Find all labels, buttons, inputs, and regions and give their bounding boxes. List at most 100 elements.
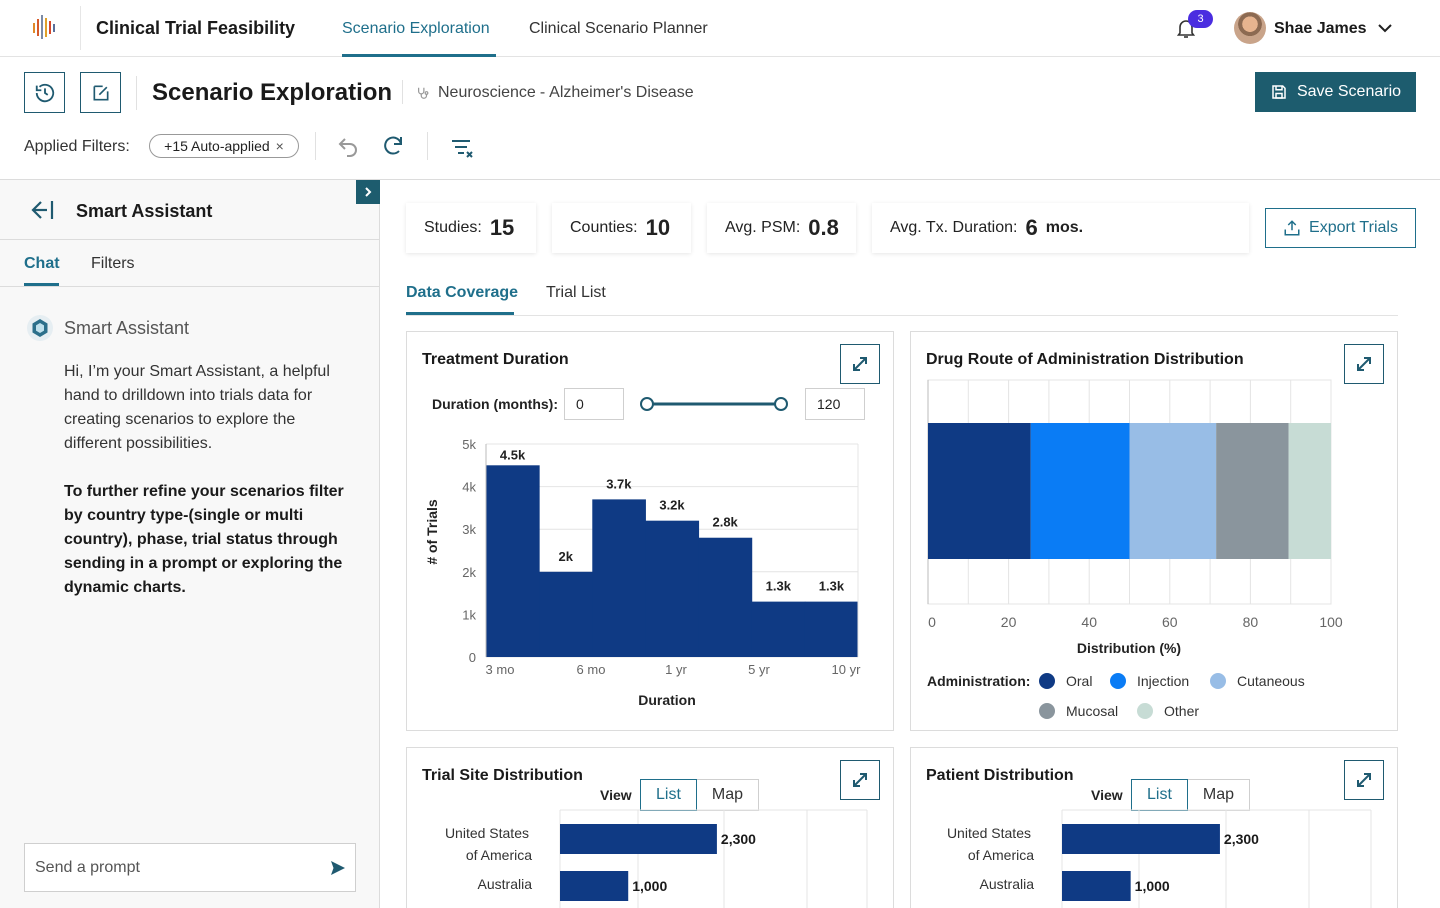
bar-value-label: 2,300 bbox=[721, 831, 756, 847]
expand-button[interactable] bbox=[1344, 344, 1384, 384]
histogram-bar bbox=[592, 499, 646, 657]
stat-label: Avg. Tx. Duration: bbox=[890, 219, 1018, 236]
stat-value: 0.8 bbox=[808, 215, 839, 240]
tab-data-coverage[interactable]: Data Coverage bbox=[406, 284, 519, 301]
panel-divider bbox=[0, 239, 380, 240]
y-axis-title: # of Trials bbox=[424, 499, 440, 565]
y-tick-label: 2k bbox=[462, 565, 476, 580]
expand-icon bbox=[1357, 773, 1371, 787]
expand-button[interactable] bbox=[840, 760, 880, 800]
histogram-bar bbox=[539, 571, 593, 657]
close-icon[interactable]: × bbox=[275, 138, 284, 154]
assistant-message: Hi, I’m your Smart Assistant, a helpful … bbox=[64, 363, 330, 452]
histogram-bar bbox=[751, 601, 806, 657]
bar-value-label: 1.3k bbox=[766, 579, 792, 594]
avatar[interactable] bbox=[1234, 12, 1266, 44]
bar-value-label: 1,000 bbox=[632, 878, 667, 894]
view-list-button[interactable]: List bbox=[1131, 779, 1188, 811]
tab-trial-list[interactable]: Trial List bbox=[546, 284, 606, 301]
expand-icon bbox=[1357, 357, 1371, 371]
nav-tab-active-indicator bbox=[342, 54, 496, 57]
chevron-down-icon[interactable] bbox=[1377, 20, 1393, 36]
save-scenario-button[interactable]: Save Scenario bbox=[1255, 72, 1416, 112]
view-list-button[interactable]: List bbox=[640, 779, 697, 811]
y-tick-label: 3k bbox=[462, 522, 476, 537]
duration-range-slider[interactable] bbox=[640, 394, 788, 414]
view-map-button[interactable]: Map bbox=[1187, 779, 1251, 811]
stacked-bar-segment bbox=[928, 423, 1031, 559]
logo-divider bbox=[80, 6, 81, 50]
header-border bbox=[0, 179, 1440, 180]
assistant-hexagon-icon bbox=[27, 315, 53, 341]
bar-value-label: 1.3k bbox=[819, 579, 845, 594]
card-title: Trial Site Distribution bbox=[422, 767, 583, 784]
save-icon bbox=[1272, 85, 1286, 99]
prompt-box bbox=[24, 843, 356, 892]
stacked-bar-segment bbox=[1288, 423, 1331, 559]
stat-value: 6 bbox=[1025, 215, 1038, 240]
breadcrumb-separator: - bbox=[539, 84, 546, 101]
duration-max-input[interactable]: 120 bbox=[805, 388, 865, 420]
nav-tab-clinical-scenario-planner[interactable]: Clinical Scenario Planner bbox=[529, 20, 708, 37]
slider-min-handle[interactable] bbox=[640, 397, 654, 411]
legend-swatch bbox=[1137, 703, 1153, 719]
tab-filters[interactable]: Filters bbox=[91, 255, 135, 272]
x-tick-label: 5 yr bbox=[748, 662, 770, 677]
filter-chip-label: +15 Auto-applied bbox=[164, 138, 270, 154]
tab-chat[interactable]: Chat bbox=[24, 255, 60, 272]
expand-button[interactable] bbox=[1344, 760, 1384, 800]
send-icon[interactable] bbox=[330, 860, 346, 876]
collapse-panel-button[interactable] bbox=[356, 180, 380, 204]
legend-swatch bbox=[1210, 673, 1226, 689]
duration-min-input[interactable]: 0 bbox=[564, 388, 624, 420]
app-logo-icon[interactable] bbox=[32, 14, 56, 40]
legend-label: Mucosal bbox=[1066, 703, 1118, 719]
clear-filters-icon[interactable] bbox=[450, 136, 474, 160]
category-label: of America bbox=[968, 847, 1034, 863]
sidebar-tabs-border bbox=[0, 286, 380, 287]
user-name[interactable]: Shae James bbox=[1274, 20, 1367, 37]
header-divider bbox=[136, 76, 137, 110]
view-map-button[interactable]: Map bbox=[696, 779, 760, 811]
auto-applied-filter-chip[interactable]: +15 Auto-applied × bbox=[149, 134, 299, 158]
top-nav: Clinical Trial Feasibility Scenario Expl… bbox=[0, 0, 1440, 57]
history-icon bbox=[35, 83, 54, 102]
collapse-left-icon[interactable] bbox=[30, 199, 54, 221]
treatment-duration-card: Treatment Duration Duration (months): 0 … bbox=[406, 331, 894, 731]
sidebar-tab-indicator bbox=[24, 283, 59, 286]
patient-distribution-chart: 2,300 United States of America 1,000 Austral… bbox=[947, 809, 1372, 908]
smart-assistant-panel bbox=[0, 180, 380, 908]
horizontal-bar bbox=[1062, 824, 1220, 854]
bar-value-label: 2,300 bbox=[1224, 831, 1259, 847]
y-tick-label: 5k bbox=[462, 437, 476, 452]
undo-icon[interactable] bbox=[336, 134, 360, 158]
prompt-input[interactable] bbox=[35, 858, 315, 877]
view-label: View bbox=[600, 787, 632, 803]
expand-button[interactable] bbox=[840, 344, 880, 384]
stat-label: Studies: bbox=[424, 219, 482, 236]
legend-label: Oral bbox=[1066, 673, 1092, 689]
legend-label: Other bbox=[1164, 703, 1199, 719]
legend-label: Injection bbox=[1137, 673, 1189, 689]
main-tab-indicator bbox=[406, 312, 514, 315]
slider-max-handle[interactable] bbox=[774, 397, 788, 411]
drug-route-card: Drug Route of Administration Distributio… bbox=[910, 331, 1398, 731]
redo-icon[interactable] bbox=[381, 134, 405, 158]
notification-badge: 3 bbox=[1188, 10, 1213, 28]
stacked-bar-segment bbox=[1030, 423, 1130, 559]
history-button[interactable] bbox=[24, 72, 65, 113]
applied-filters-label: Applied Filters: bbox=[24, 138, 130, 155]
legend-swatch bbox=[1110, 673, 1126, 689]
card-title: Treatment Duration bbox=[422, 351, 569, 368]
duration-filter-label: Duration (months): bbox=[432, 396, 558, 412]
export-trials-button[interactable]: Export Trials bbox=[1265, 208, 1416, 248]
edit-icon bbox=[93, 85, 108, 100]
card-title: Drug Route of Administration Distributio… bbox=[926, 351, 1244, 368]
edit-button[interactable] bbox=[80, 72, 121, 113]
breadcrumb-area[interactable]: Neuroscience bbox=[438, 84, 536, 101]
nav-tab-scenario-exploration[interactable]: Scenario Exploration bbox=[342, 20, 490, 37]
x-tick-label: 100 bbox=[1319, 614, 1343, 630]
drug-route-chart: 0 20 40 60 80 100 Distribution (%) Administrati… bbox=[927, 379, 1343, 719]
stat-counties: Counties: 10 bbox=[552, 203, 691, 253]
app-title: Clinical Trial Feasibility bbox=[96, 18, 296, 38]
